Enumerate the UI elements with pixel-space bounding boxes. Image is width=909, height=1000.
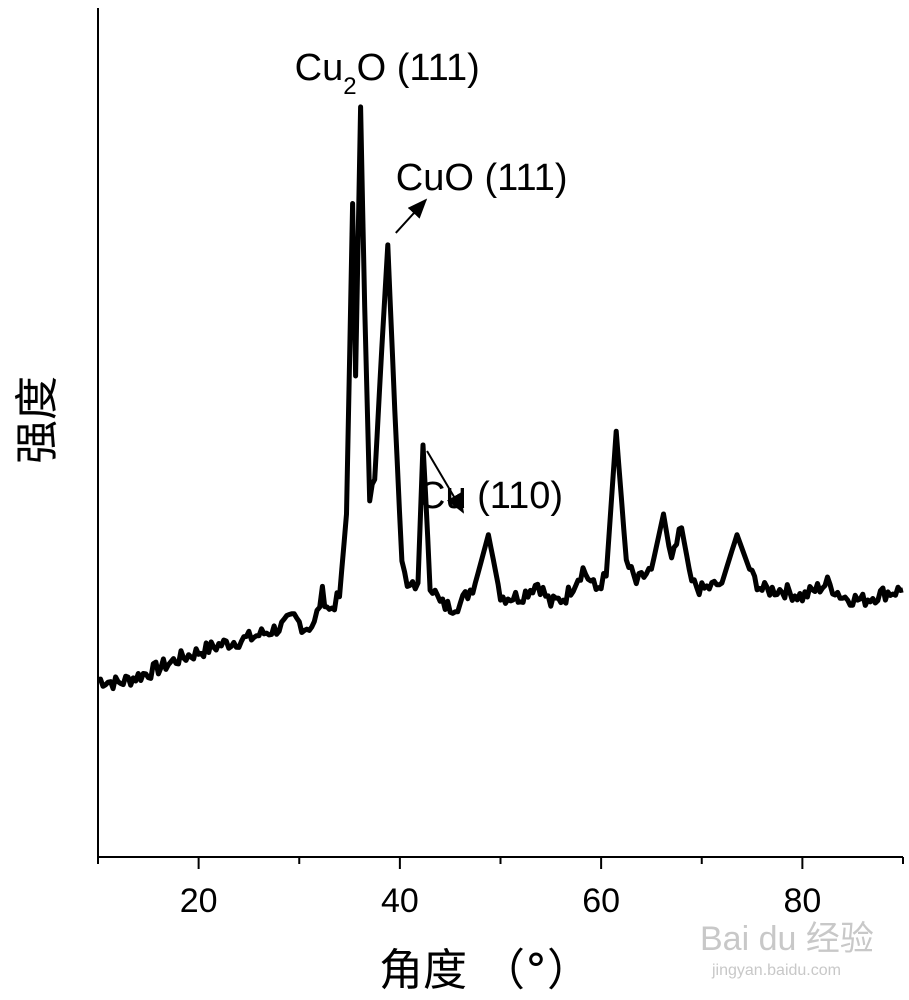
xrd-series-line [97, 104, 904, 692]
x-axis-tick-labels: 20 40 60 80 [180, 882, 822, 920]
x-tick-label-20: 20 [180, 882, 218, 920]
annotation-cuo-111: CuO (111) [396, 157, 568, 199]
x-axis-title: 角度 （°） [379, 945, 591, 996]
y-axis-title: 强度 [12, 376, 63, 464]
baidu-watermark-logo: Bai du 经验 [700, 920, 874, 958]
annotation-cu2o-111: Cu2O (111) [295, 47, 480, 100]
x-tick-label-80: 80 [783, 882, 821, 920]
annotation-arrow-cu [426, 450, 465, 514]
x-axis-ticks [97, 857, 904, 869]
baidu-watermark-url: jingyan.baidu.com [711, 962, 841, 979]
annotation-arrow-cuo [395, 198, 428, 234]
x-tick-label-60: 60 [582, 882, 620, 920]
annotation-cu-110: Cu (110) [418, 475, 563, 517]
x-tick-label-40: 40 [381, 882, 419, 920]
